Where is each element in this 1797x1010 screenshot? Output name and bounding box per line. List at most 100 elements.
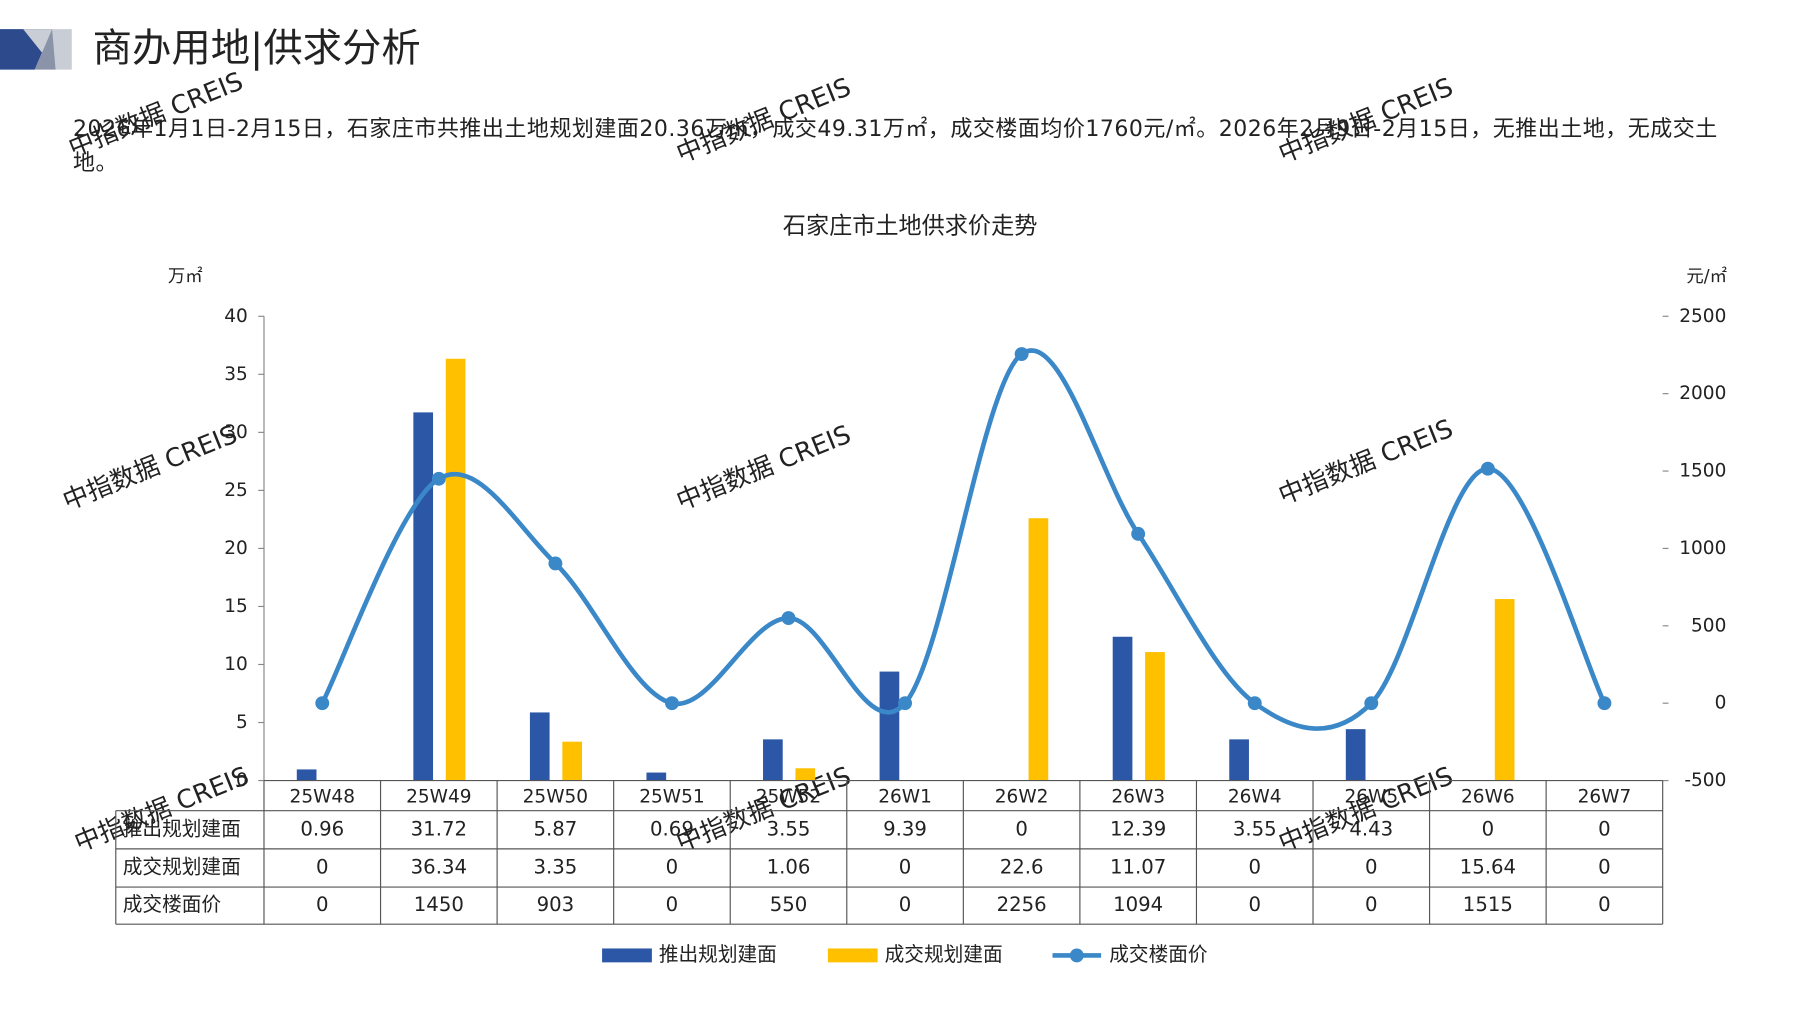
line-point bbox=[664, 696, 679, 711]
line-point bbox=[781, 611, 796, 626]
table-cell: 0 bbox=[1598, 817, 1611, 840]
table-cell: 22.6 bbox=[1000, 855, 1044, 878]
table-cell: 0 bbox=[1015, 817, 1028, 840]
x-tick-label: 26W4 bbox=[1228, 786, 1282, 807]
watermark: 中指数据 CREIS bbox=[1274, 414, 1457, 511]
x-tick-label: 25W48 bbox=[290, 786, 355, 807]
x-tick-label: 26W2 bbox=[995, 786, 1049, 807]
x-tick-label: 26W3 bbox=[1111, 786, 1165, 807]
x-tick-label: 26W7 bbox=[1578, 786, 1632, 807]
summary: 2026年1月1日-2月15日，石家庄市共推出土地规划建面20.36万㎡，成交4… bbox=[73, 117, 1718, 176]
table-row-label: 成交规划建面 bbox=[123, 855, 241, 878]
chart-title: 石家庄市土地供求价走势 bbox=[783, 214, 1038, 240]
table-cell: 0 bbox=[666, 893, 679, 916]
table-cell: 0.69 bbox=[650, 817, 694, 840]
table-cell: 0 bbox=[899, 855, 912, 878]
line-point bbox=[1597, 696, 1612, 711]
y-tick-label: 35 bbox=[224, 364, 248, 385]
table-cell: 0 bbox=[1598, 893, 1611, 916]
legend-swatch bbox=[1069, 948, 1084, 963]
line-point bbox=[1014, 347, 1029, 361]
table-cell: 0 bbox=[1482, 817, 1495, 840]
legend-swatch bbox=[827, 948, 878, 963]
y2-tick-label: 0 bbox=[1715, 693, 1727, 714]
bar bbox=[1345, 729, 1366, 781]
watermark: 中指数据 CREIS bbox=[59, 420, 242, 517]
table-cell: 0 bbox=[666, 855, 679, 878]
bar bbox=[1494, 599, 1515, 781]
y-tick-label: 10 bbox=[224, 654, 248, 675]
y2-tick-label: 500 bbox=[1691, 615, 1726, 636]
bar bbox=[1028, 518, 1049, 781]
bar bbox=[413, 412, 434, 781]
table-cell: 1515 bbox=[1463, 893, 1513, 916]
line-point bbox=[1247, 696, 1262, 711]
table-cell: 0 bbox=[316, 855, 329, 878]
y2-tick-label: 2500 bbox=[1679, 306, 1726, 327]
table-cell: 550 bbox=[770, 893, 808, 916]
table-cell: 5.87 bbox=[533, 817, 577, 840]
line-point bbox=[1131, 526, 1146, 541]
bar bbox=[1112, 636, 1133, 781]
table-cell: 0 bbox=[899, 893, 912, 916]
legend-label: 推出规划建面 bbox=[659, 943, 777, 966]
watermark: 中指数据 CREIS bbox=[70, 761, 253, 858]
table-cell: 1.06 bbox=[767, 855, 811, 878]
table-row-label: 成交楼面价 bbox=[123, 893, 222, 916]
y-tick-label: 5 bbox=[236, 712, 248, 733]
line-point bbox=[431, 471, 446, 486]
bar bbox=[763, 739, 783, 781]
line-point bbox=[1480, 461, 1495, 476]
table-cell: 3.35 bbox=[533, 855, 577, 878]
bar bbox=[296, 769, 317, 781]
table-cell: 0 bbox=[1365, 855, 1378, 878]
bar bbox=[529, 712, 550, 781]
x-tick-label: 26W1 bbox=[878, 786, 932, 807]
y-tick-label: 0 bbox=[236, 770, 248, 791]
x-tick-label: 26W5 bbox=[1344, 786, 1398, 807]
table-cell: 2256 bbox=[997, 893, 1047, 916]
y-tick-label: 30 bbox=[224, 422, 248, 443]
y-axis-label: 万㎡ bbox=[168, 267, 203, 287]
bar bbox=[879, 671, 900, 781]
table-cell: 12.39 bbox=[1110, 817, 1166, 840]
table-cell: 9.39 bbox=[883, 817, 927, 840]
bar bbox=[1145, 652, 1165, 781]
bar bbox=[445, 358, 466, 781]
x-tick-label: 25W51 bbox=[639, 786, 704, 807]
x-tick-label: 25W50 bbox=[523, 786, 588, 807]
legend-label: 成交楼面价 bbox=[1109, 943, 1208, 966]
table-cell: 1450 bbox=[414, 893, 464, 916]
header-icon bbox=[34, 29, 56, 70]
x-tick-label: 25W52 bbox=[756, 786, 821, 807]
line-point bbox=[315, 696, 330, 711]
line-point bbox=[548, 556, 563, 571]
legend-label: 成交规划建面 bbox=[885, 943, 1003, 966]
bar bbox=[646, 772, 667, 781]
table-cell: 1094 bbox=[1113, 893, 1163, 916]
y-tick-label: 25 bbox=[224, 480, 248, 501]
table-cell: 0 bbox=[1365, 893, 1378, 916]
table-cell: 0 bbox=[1248, 855, 1261, 878]
y2-tick-label: -500 bbox=[1684, 770, 1726, 791]
line bbox=[320, 348, 1607, 731]
x-tick-label: 25W49 bbox=[406, 786, 471, 807]
line-point bbox=[1364, 696, 1379, 711]
y2-tick-label: 1000 bbox=[1679, 538, 1726, 559]
table-cell: 15.64 bbox=[1460, 855, 1516, 878]
y2-tick-label: 2000 bbox=[1679, 383, 1726, 404]
bar bbox=[562, 741, 583, 781]
y-tick-label: 15 bbox=[224, 596, 248, 617]
watermark: 中指数据 CREIS bbox=[672, 420, 855, 517]
table-cell: 903 bbox=[537, 893, 575, 916]
table-cell: 36.34 bbox=[411, 855, 467, 878]
table-cell: 0 bbox=[1598, 855, 1611, 878]
y2-tick-label: 1500 bbox=[1679, 461, 1726, 482]
bar bbox=[795, 768, 816, 781]
table-cell: 0 bbox=[316, 893, 329, 916]
table-cell: 0.96 bbox=[300, 817, 344, 840]
y-tick-label: 40 bbox=[224, 306, 248, 327]
table-cell: 3.55 bbox=[767, 817, 811, 840]
y2-axis-label: 元/㎡ bbox=[1686, 267, 1727, 287]
